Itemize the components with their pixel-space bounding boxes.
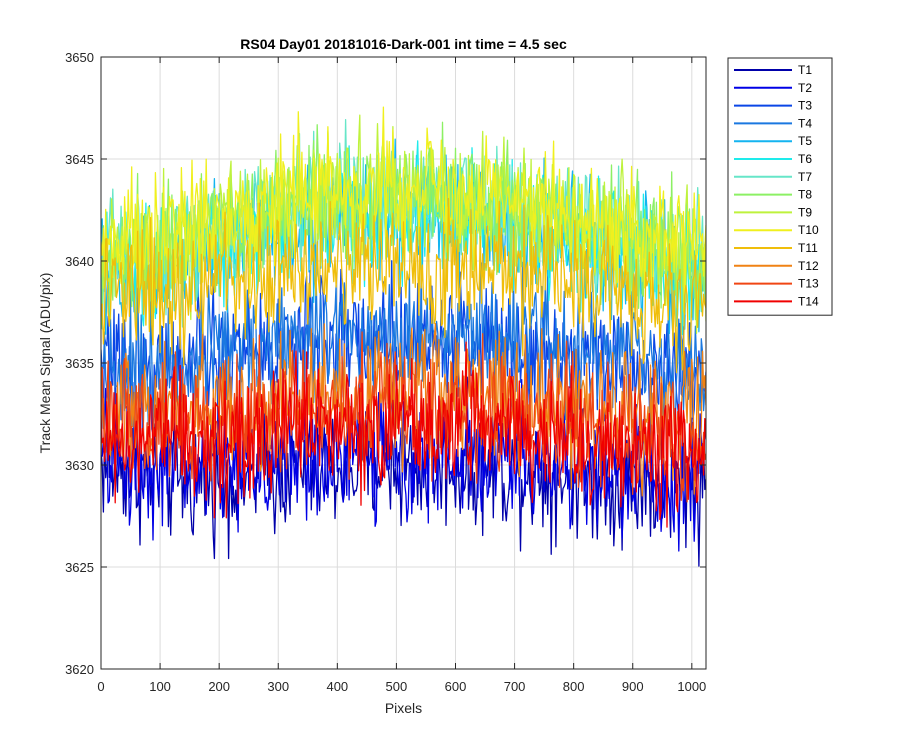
x-tick-label: 900 [622, 679, 644, 694]
y-tick-label: 3625 [65, 560, 94, 575]
legend-label-T10: T10 [798, 223, 819, 237]
legend: T1 T2 T3 T4 T5 T6 T7 T8 T9 T10 T11 T12 T13 T14 [727, 57, 833, 316]
legend-label-T5: T5 [798, 134, 812, 148]
legend-label-T7: T7 [798, 170, 812, 184]
y-axis-label: Track Mean Signal (ADU/pix) [37, 273, 53, 454]
series-line-T11 [101, 197, 706, 374]
legend-label-T6: T6 [798, 152, 812, 166]
legend-label-T2: T2 [798, 81, 812, 95]
x-tick-label: 300 [267, 679, 289, 694]
legend-label-T12: T12 [798, 259, 819, 273]
legend-label-T1: T1 [798, 63, 812, 77]
series-lines [101, 106, 706, 567]
y-tick-label: 3630 [65, 458, 94, 473]
x-tick-label: 200 [208, 679, 230, 694]
x-tick-label: 100 [149, 679, 171, 694]
x-tick-label: 700 [504, 679, 526, 694]
legend-label-T11: T11 [798, 241, 818, 255]
y-tick-label: 3645 [65, 152, 94, 167]
y-axis-ticks: 3620 3625 3630 3635 3640 3645 3650 [65, 50, 706, 677]
x-tick-label: 1000 [677, 679, 706, 694]
series-line-T12 [101, 322, 706, 497]
legend-label-T3: T3 [798, 99, 812, 113]
x-tick-label: 400 [326, 679, 348, 694]
x-tick-label: 500 [386, 679, 408, 694]
x-tick-label: 0 [97, 679, 104, 694]
legend-label-T13: T13 [798, 277, 819, 291]
legend-label-T8: T8 [798, 188, 812, 202]
x-axis-ticks: 0 100 200 300 400 500 600 700 800 900 1000 [97, 57, 706, 694]
legend-label-T9: T9 [798, 205, 812, 219]
y-tick-label: 3650 [65, 50, 94, 65]
x-tick-label: 600 [445, 679, 467, 694]
y-tick-label: 3620 [65, 662, 94, 677]
y-tick-label: 3635 [65, 356, 94, 371]
series-line-T14 [101, 341, 706, 528]
legend-label-T14: T14 [798, 294, 819, 308]
legend-label-T4: T4 [798, 116, 812, 130]
x-tick-label: 800 [563, 679, 585, 694]
chart-title: RS04 Day01 20181016-Dark-001 int time = … [240, 36, 567, 52]
legend-box [727, 57, 833, 316]
x-axis-label: Pixels [385, 700, 422, 716]
series-line-T10 [101, 106, 706, 316]
y-tick-label: 3640 [65, 254, 94, 269]
